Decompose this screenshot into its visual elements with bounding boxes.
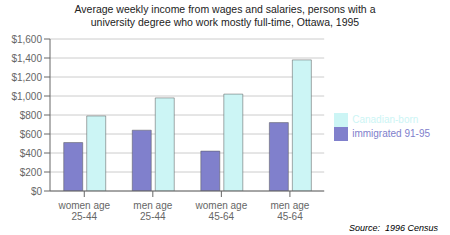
svg-text:$800: $800 [20,110,43,121]
svg-text:men age25-44: men age25-44 [133,200,172,221]
html-text:immigrated 91-95: immigrated 91-95 [352,127,430,139]
svg-text:women age45-64: women age45-64 [195,200,248,221]
svg-text:$0: $0 [31,186,43,197]
svg-text:$600: $600 [20,129,43,140]
svg-text:women age25-44: women age25-44 [57,200,110,221]
svg-text:$400: $400 [20,148,43,159]
svg-text:men age45-64: men age45-64 [270,200,309,221]
svg-text:$200: $200 [20,167,43,178]
svg-text:$1,200: $1,200 [11,72,42,83]
svg-text:$1,600: $1,600 [11,34,42,45]
svg-text:$1,400: $1,400 [11,53,42,64]
html-text:Average weekly income from wag: Average weekly income from wages and sal… [74,3,376,15]
html-text:Canadian-born: Canadian-born [352,113,419,125]
html-text:Source: 1996 Census: Source: 1996 Census [348,223,438,233]
svg-text:$1,000: $1,000 [11,91,42,102]
html-text:university degree who work mos: university degree who work mostly full-t… [90,16,360,28]
